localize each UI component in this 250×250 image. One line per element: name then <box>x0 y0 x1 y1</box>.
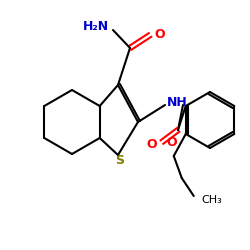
Text: O: O <box>154 28 164 42</box>
Text: H₂N: H₂N <box>83 20 109 34</box>
Text: S: S <box>116 154 124 166</box>
Text: CH₃: CH₃ <box>202 195 222 205</box>
Text: O: O <box>166 136 177 148</box>
Text: NH: NH <box>167 96 188 110</box>
Text: O: O <box>146 138 157 151</box>
